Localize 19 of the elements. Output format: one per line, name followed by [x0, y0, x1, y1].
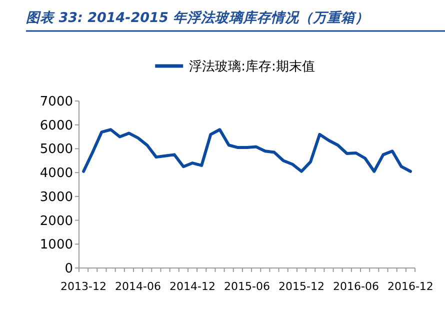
y-tick-label: 4000	[40, 166, 73, 182]
x-tick-label: 2015-12	[278, 280, 324, 293]
legend-label: 浮法玻璃:库存:期末值	[189, 60, 315, 74]
y-tick-label: 6000	[40, 118, 73, 134]
legend: 浮法玻璃:库存:期末值	[155, 60, 315, 74]
y-tick-label: 7000	[40, 94, 73, 110]
line-series	[82, 128, 412, 173]
x-tick-label: 2016-06	[332, 280, 379, 293]
x-tick-label: 2015-06	[224, 280, 270, 293]
y-tick-label: 0	[64, 262, 73, 276]
x-tick-label: 2013-12	[60, 280, 107, 293]
x-tick-label: 2014-06	[115, 280, 162, 293]
x-tick-label: 2014-12	[170, 280, 216, 293]
y-tick-label: 1000	[40, 238, 73, 253]
y-tick-label: 2000	[40, 214, 73, 229]
x-tick-label: 2016-12	[387, 280, 434, 293]
y-tick-label: 5000	[40, 142, 73, 158]
chart-title: 图表 33: 2014-2015 年浮法玻璃库存情况（万重箱）	[26, 10, 370, 26]
y-tick-label: 3000	[40, 190, 73, 205]
